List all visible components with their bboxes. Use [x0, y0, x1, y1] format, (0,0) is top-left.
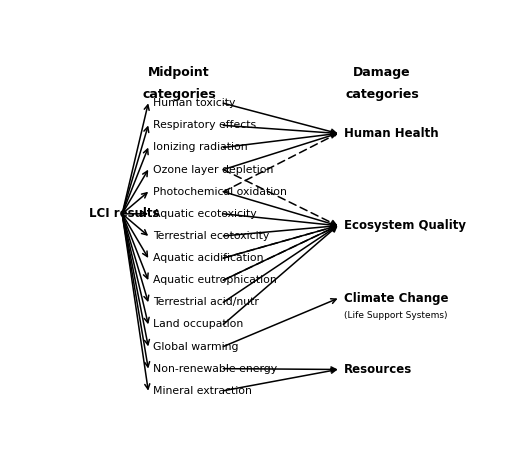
Text: Human Health: Human Health — [344, 127, 438, 140]
Text: Global warming: Global warming — [153, 342, 239, 352]
Text: Human toxicity: Human toxicity — [153, 98, 236, 108]
Text: Ionizing radiation: Ionizing radiation — [153, 142, 248, 153]
Text: Respiratory effects: Respiratory effects — [153, 120, 256, 130]
Text: Aquatic acidification: Aquatic acidification — [153, 253, 264, 263]
Text: Terrestrial ecotoxicity: Terrestrial ecotoxicity — [153, 231, 269, 241]
Text: Non-renewable energy: Non-renewable energy — [153, 364, 277, 374]
Text: Ecosystem Quality: Ecosystem Quality — [344, 219, 466, 232]
Text: LCI results: LCI results — [89, 207, 160, 220]
Text: Mineral extraction: Mineral extraction — [153, 386, 252, 396]
Text: Climate Change: Climate Change — [344, 292, 448, 305]
Text: Damage: Damage — [353, 66, 411, 79]
Text: Resources: Resources — [344, 363, 412, 376]
Text: Land occupation: Land occupation — [153, 319, 243, 330]
Text: Aquatic eutrophication: Aquatic eutrophication — [153, 275, 277, 285]
Text: categories: categories — [142, 88, 216, 101]
Text: Ozone layer depletion: Ozone layer depletion — [153, 165, 274, 175]
Text: Midpoint: Midpoint — [148, 66, 210, 79]
Text: Aquatic ecotoxicity: Aquatic ecotoxicity — [153, 209, 257, 219]
Text: Photochemical oxidation: Photochemical oxidation — [153, 187, 287, 197]
Text: Terrestrial acid/nutr: Terrestrial acid/nutr — [153, 297, 259, 307]
Text: categories: categories — [345, 88, 419, 101]
Text: (Life Support Systems): (Life Support Systems) — [344, 311, 447, 320]
